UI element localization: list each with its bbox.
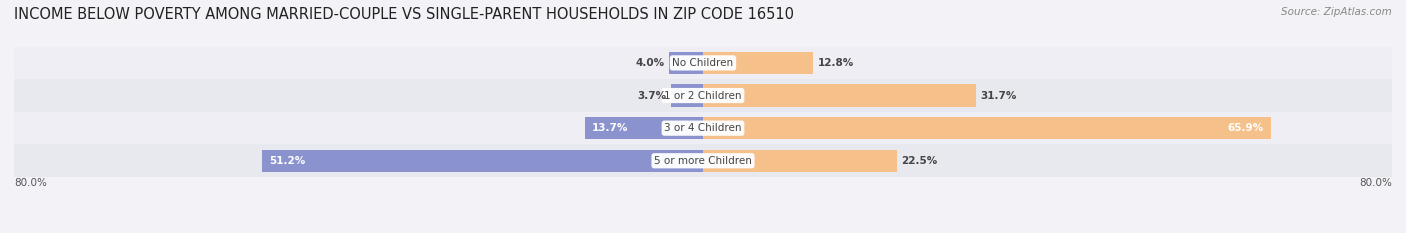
Bar	[14, 79, 1392, 112]
Text: 3 or 4 Children: 3 or 4 Children	[664, 123, 742, 133]
Text: 31.7%: 31.7%	[980, 91, 1017, 100]
Bar	[14, 112, 1392, 144]
Text: 80.0%: 80.0%	[1360, 178, 1392, 188]
Bar	[703, 150, 897, 172]
Text: 3.7%: 3.7%	[638, 91, 666, 100]
Bar	[669, 52, 703, 74]
Bar	[703, 117, 1271, 139]
Bar	[14, 144, 1392, 177]
Bar	[703, 52, 813, 74]
Text: No Children: No Children	[672, 58, 734, 68]
Bar	[585, 117, 703, 139]
Text: 51.2%: 51.2%	[269, 156, 305, 166]
Text: 80.0%: 80.0%	[14, 178, 46, 188]
Text: Source: ZipAtlas.com: Source: ZipAtlas.com	[1281, 7, 1392, 17]
Bar	[671, 84, 703, 107]
Text: 5 or more Children: 5 or more Children	[654, 156, 752, 166]
Text: 1 or 2 Children: 1 or 2 Children	[664, 91, 742, 100]
Bar	[262, 150, 703, 172]
Text: 65.9%: 65.9%	[1227, 123, 1264, 133]
Text: INCOME BELOW POVERTY AMONG MARRIED-COUPLE VS SINGLE-PARENT HOUSEHOLDS IN ZIP COD: INCOME BELOW POVERTY AMONG MARRIED-COUPL…	[14, 7, 794, 22]
Bar	[703, 84, 976, 107]
Text: 4.0%: 4.0%	[636, 58, 664, 68]
Text: 12.8%: 12.8%	[817, 58, 853, 68]
Bar	[14, 47, 1392, 79]
Text: 13.7%: 13.7%	[592, 123, 628, 133]
Text: 22.5%: 22.5%	[901, 156, 938, 166]
